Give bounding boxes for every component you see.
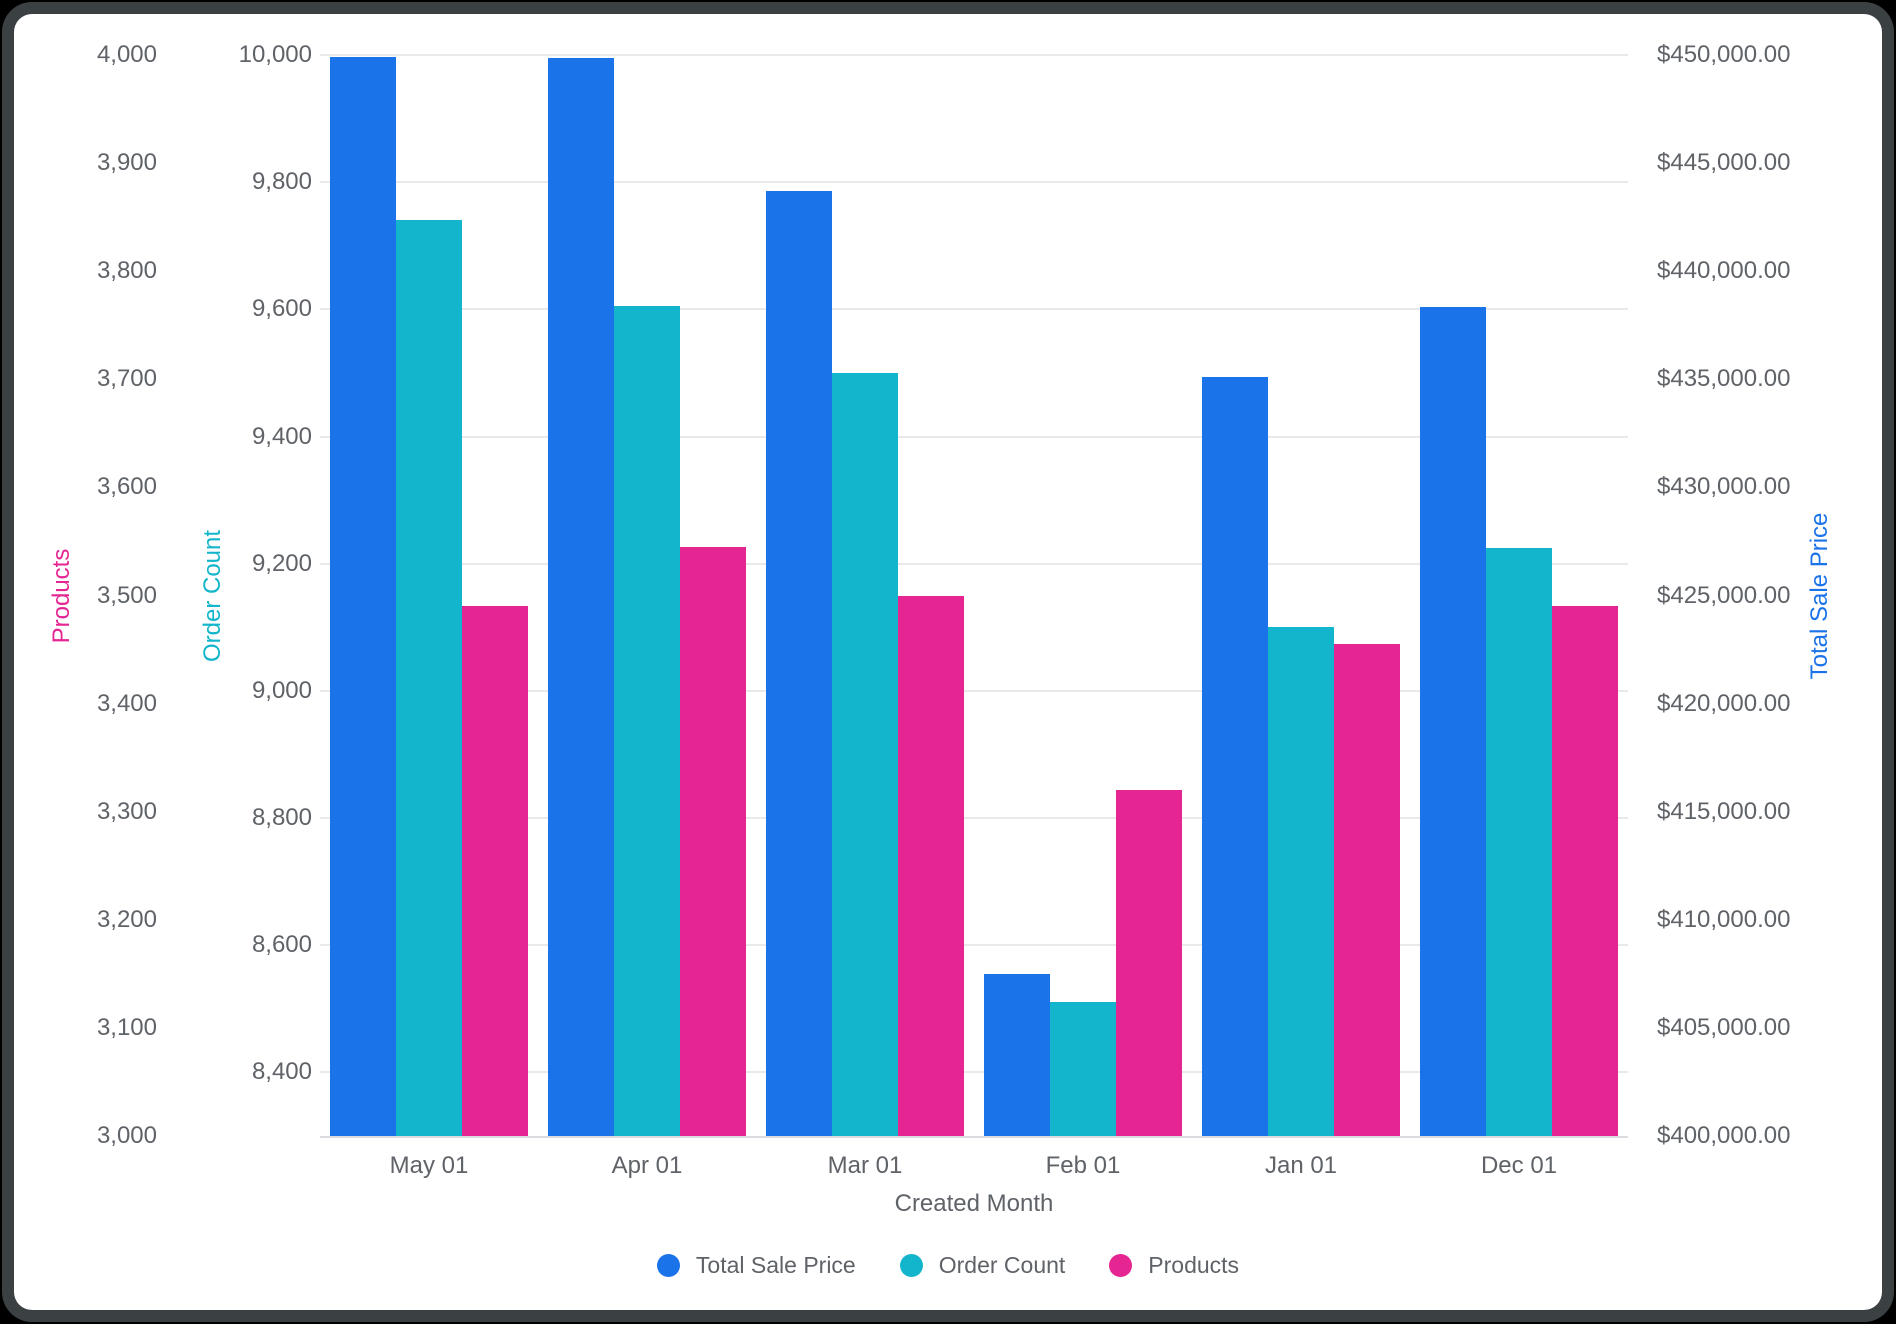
- tick-label: 3,400: [96, 689, 157, 717]
- tick-label: $425,000.00: [1657, 581, 1791, 609]
- legend-color-dot: [899, 1254, 923, 1277]
- bar-total-sale-price-apr-01[interactable]: [548, 57, 614, 1136]
- tick-label: $420,000.00: [1657, 689, 1791, 717]
- tick-label: 3,700: [96, 365, 157, 393]
- gridline: [320, 944, 1628, 947]
- bar-products-dec-01[interactable]: [1552, 606, 1618, 1136]
- bar-total-sale-price-may-01[interactable]: [330, 57, 396, 1136]
- tick-label: $430,000.00: [1657, 473, 1791, 501]
- gridline: [320, 817, 1628, 820]
- tick-label: 8,800: [251, 804, 312, 832]
- tick-label: 3,300: [96, 797, 157, 825]
- gridline: [320, 54, 1628, 56]
- tick-label: 3,900: [96, 149, 157, 177]
- bar-order-count-apr-01[interactable]: [614, 306, 680, 1136]
- x-axis-baseline: [320, 1136, 1628, 1138]
- tick-label: $450,000.00: [1657, 41, 1791, 68]
- gridline: [320, 435, 1628, 438]
- x-axis-label-dec-01: Dec 01: [1480, 1152, 1558, 1179]
- chart-legend: Total Sale Price Order Count Products: [0, 1252, 1896, 1279]
- bar-order-count-may-01[interactable]: [396, 220, 462, 1136]
- tick-label: 8,600: [251, 931, 312, 959]
- tick-label: 9,200: [251, 549, 312, 577]
- legend-label: Products: [1148, 1252, 1240, 1278]
- x-axis-label-feb-01: Feb 01: [1045, 1152, 1121, 1179]
- bar-products-apr-01[interactable]: [680, 546, 746, 1136]
- bar-order-count-feb-01[interactable]: [1050, 1002, 1116, 1136]
- bar-order-count-dec-01[interactable]: [1486, 547, 1552, 1136]
- tick-label: 3,100: [96, 1013, 157, 1041]
- legend-label: Order Count: [938, 1252, 1066, 1278]
- bar-products-jan-01[interactable]: [1334, 644, 1400, 1136]
- x-axis-label-mar-01: Mar 01: [827, 1152, 903, 1179]
- bar-total-sale-price-dec-01[interactable]: [1420, 306, 1486, 1136]
- tick-label: $410,000.00: [1657, 905, 1791, 933]
- tick-label: $440,000.00: [1657, 257, 1791, 285]
- products-axis-title: Products: [48, 548, 75, 644]
- bar-total-sale-price-jan-01[interactable]: [1202, 377, 1268, 1136]
- tick-label: 3,200: [96, 905, 157, 933]
- x-axis-label-may-01: May 01: [389, 1152, 469, 1179]
- total-sale-price-axis-title: Total Sale Price: [1806, 512, 1833, 680]
- tick-label: 3,500: [96, 581, 157, 609]
- gridline: [320, 689, 1628, 692]
- bar-total-sale-price-feb-01[interactable]: [984, 973, 1050, 1136]
- bar-products-feb-01[interactable]: [1116, 790, 1182, 1136]
- x-axis-label-apr-01: Apr 01: [611, 1152, 683, 1179]
- gridline: [320, 181, 1628, 184]
- tick-label: $435,000.00: [1657, 365, 1791, 393]
- tick-label: 9,000: [251, 676, 312, 704]
- tick-label: $445,000.00: [1657, 149, 1791, 177]
- x-axis-title: Created Month: [894, 1190, 1054, 1217]
- legend-item-total-sale-price[interactable]: Total Sale Price: [656, 1252, 856, 1279]
- bar-products-mar-01[interactable]: [898, 595, 964, 1136]
- x-axis-label-jan-01: Jan 01: [1264, 1152, 1338, 1179]
- bar-order-count-mar-01[interactable]: [832, 372, 898, 1136]
- tick-label: 9,800: [251, 168, 312, 196]
- legend-color-dot: [656, 1254, 680, 1277]
- legend-label: Total Sale Price: [695, 1252, 856, 1278]
- tick-label: $405,000.00: [1657, 1013, 1791, 1041]
- tick-label: $415,000.00: [1657, 797, 1791, 825]
- bar-total-sale-price-mar-01[interactable]: [766, 191, 832, 1136]
- tick-label: 3,600: [96, 473, 157, 501]
- gridline: [320, 562, 1628, 565]
- gridline: [320, 308, 1628, 311]
- bar-products-may-01[interactable]: [462, 606, 528, 1136]
- tick-label: $400,000.00: [1657, 1122, 1791, 1149]
- legend-item-products[interactable]: Products: [1109, 1252, 1239, 1279]
- tick-label: 3,800: [96, 257, 157, 285]
- order-count-axis-title: Order Count: [199, 529, 226, 663]
- tick-label: 8,400: [251, 1058, 312, 1086]
- legend-color-dot: [1109, 1254, 1133, 1277]
- tick-label: 3,000: [96, 1122, 157, 1149]
- gridline: [320, 1071, 1628, 1074]
- tick-label: 4,000: [96, 41, 157, 68]
- tick-label: 10,000: [238, 41, 312, 68]
- bar-order-count-jan-01[interactable]: [1268, 627, 1334, 1136]
- legend-item-order-count[interactable]: Order Count: [899, 1252, 1066, 1279]
- tick-label: 9,400: [251, 422, 312, 450]
- tick-label: 9,600: [251, 295, 312, 323]
